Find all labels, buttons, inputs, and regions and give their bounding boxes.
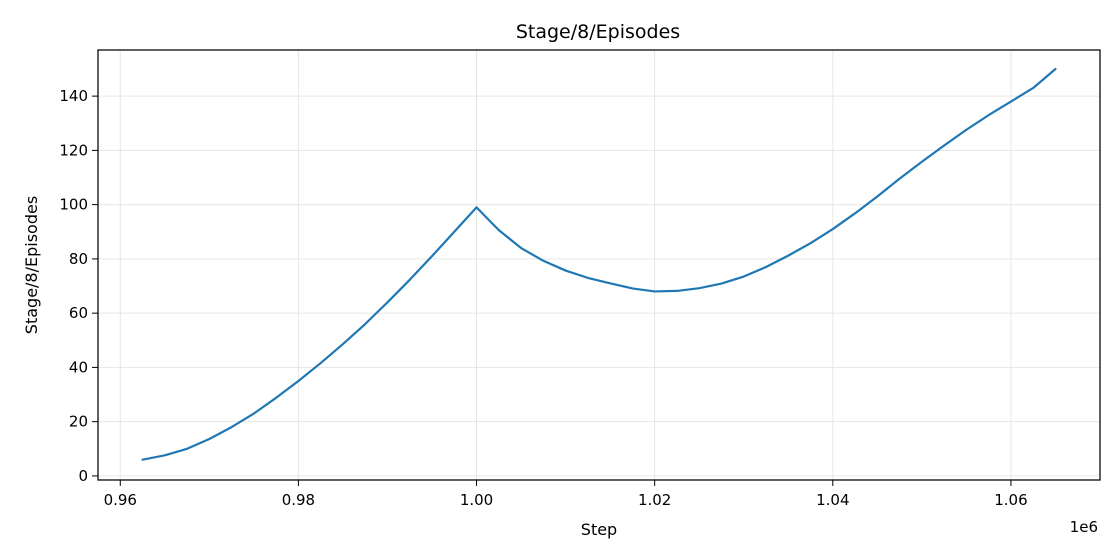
y-tick-label: 0 bbox=[78, 467, 88, 485]
x-tick-label: 1.06 bbox=[994, 491, 1027, 509]
grid bbox=[98, 50, 1100, 480]
x-axis-label: Step bbox=[581, 520, 617, 539]
x-axis-offset-label: 1e6 bbox=[1070, 518, 1098, 536]
y-tick-label: 40 bbox=[69, 358, 88, 376]
axis-ticks: 0.96 0.98 1.00 1.02 1.04 1.06 0 20 40 60 80 100 120 1… bbox=[59, 87, 1027, 509]
x-tick-label: 1.04 bbox=[816, 491, 849, 509]
plot-area bbox=[141, 67, 1057, 461]
x-tick-label: 1.02 bbox=[638, 491, 671, 509]
series-line-0 bbox=[141, 67, 1057, 461]
y-tick-label: 140 bbox=[59, 87, 88, 105]
x-tick-label: 0.98 bbox=[282, 491, 315, 509]
y-tick-label: 80 bbox=[69, 250, 88, 268]
y-tick-label: 100 bbox=[59, 196, 88, 214]
chart-title: Stage/8/Episodes bbox=[516, 21, 680, 43]
y-axis-label: Stage/8/Episodes bbox=[22, 196, 41, 334]
x-tick-label: 1.00 bbox=[460, 491, 493, 509]
y-tick-label: 60 bbox=[69, 304, 88, 322]
y-tick-label: 20 bbox=[69, 413, 88, 431]
y-tick-label: 120 bbox=[59, 141, 88, 159]
plot-frame bbox=[97, 49, 1101, 481]
x-tick-label: 0.96 bbox=[104, 491, 137, 509]
